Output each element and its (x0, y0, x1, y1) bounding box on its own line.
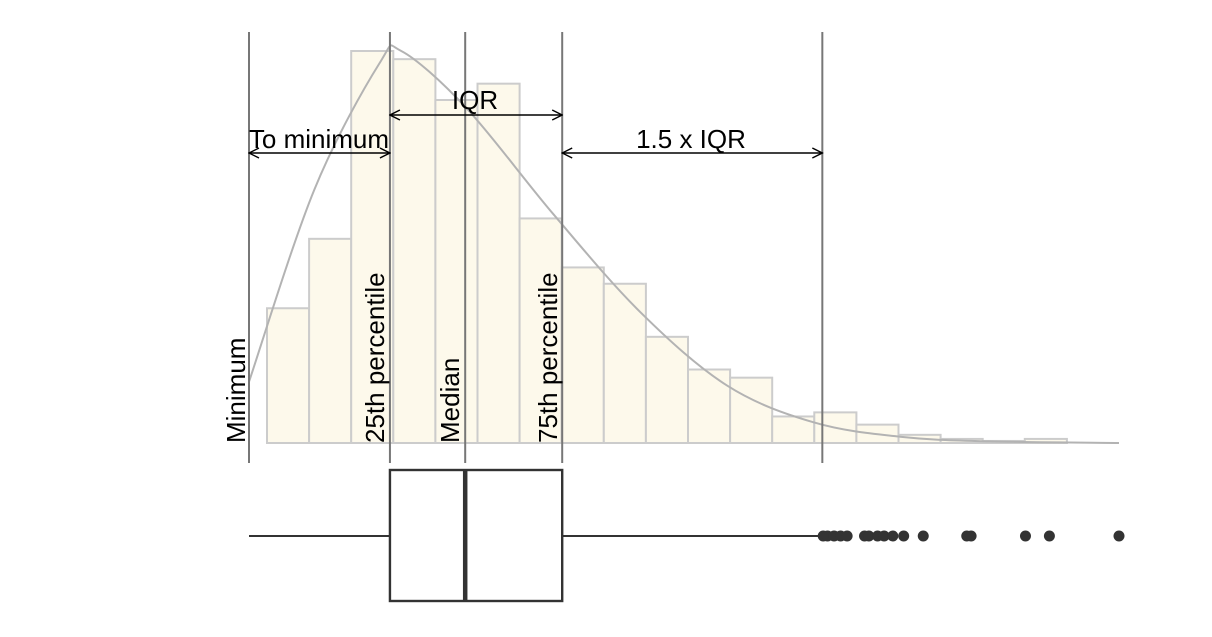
label-to-minimum: To minimum (249, 124, 389, 154)
label-median: Median (435, 358, 465, 443)
outlier-points (817, 530, 1125, 542)
label-25th-percentile: 25th percentile (360, 272, 390, 443)
histogram-bar (729, 376, 774, 444)
outlier-point (1113, 530, 1125, 542)
label-75th-percentile: 75th percentile (533, 272, 563, 443)
label-iqr: IQR (452, 85, 498, 115)
outlier-point (917, 530, 929, 542)
histogram-bar (518, 217, 563, 444)
histogram-bars (266, 50, 1068, 445)
outlier-point (863, 530, 875, 542)
outlier-point (887, 530, 899, 542)
histogram-bar (602, 282, 647, 444)
histogram-bar (350, 50, 395, 444)
range-arrows (249, 115, 822, 153)
outlier-point (1043, 530, 1055, 542)
histogram-bar (476, 82, 521, 445)
iqr-box (388, 468, 564, 603)
histogram-bar (434, 99, 479, 444)
histogram-bar (308, 237, 353, 444)
outlier-point (965, 530, 977, 542)
outlier-point (898, 530, 910, 542)
density-curve-layer (248, 44, 1120, 444)
boxplot (249, 468, 823, 603)
reference-lines (248, 32, 824, 463)
outlier-point (878, 530, 890, 542)
histogram-bar (392, 58, 437, 445)
histogram-bar (687, 368, 732, 444)
label-1-5-iqr: 1.5 x IQR (636, 124, 746, 154)
outlier-point (1019, 530, 1031, 542)
density-curve (248, 44, 1120, 444)
histogram-bar (266, 307, 311, 444)
histogram-bar (644, 335, 690, 445)
histogram-bar (560, 266, 605, 444)
outlier-point (841, 530, 853, 542)
label-minimum: Minimum (221, 338, 251, 443)
